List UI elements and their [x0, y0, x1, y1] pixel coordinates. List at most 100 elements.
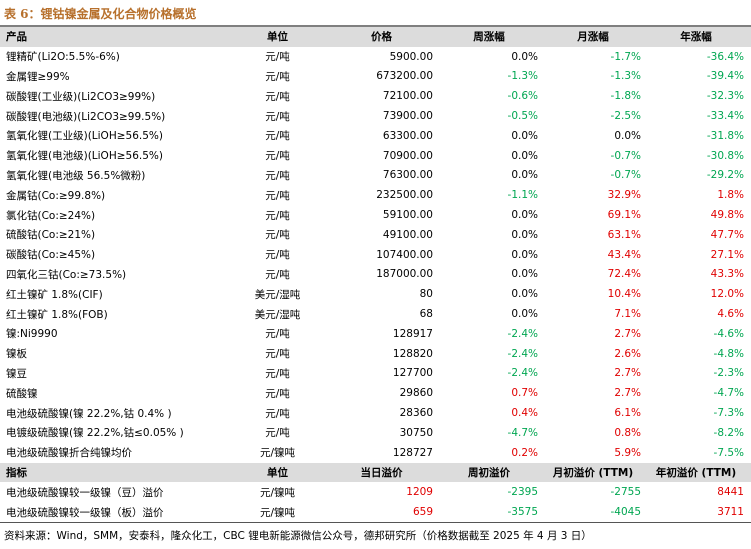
cell: 电池级硫酸镍较一级镍（板）溢价	[6, 506, 164, 519]
cell: 10.4%	[607, 288, 641, 301]
data-row: 氯化钴(Co:≥24%) 元/吨 59100.00 0.0% 69.1% 49.8%	[0, 205, 751, 225]
cell: 元/吨	[265, 150, 290, 163]
cell: 0.0%	[511, 149, 538, 162]
data-row: 碳酸锂(工业级)(Li2CO3≥99%) 元/吨 72100.00 -0.6% -1.8…	[0, 86, 751, 106]
cell: -30.8%	[706, 149, 744, 162]
cell: 碳酸锂(电池级)(Li2CO3≥99.5%)	[6, 110, 166, 123]
cell: 元/吨	[265, 169, 290, 182]
cell: -4.6%	[713, 327, 744, 340]
cell: -3575	[507, 506, 538, 519]
cell: 27.1%	[710, 248, 744, 261]
cell: 元/吨	[265, 70, 290, 83]
data-row: 氢氧化锂(电池级)(LiOH≥56.5%) 元/吨 70900.00 0.0% -0.7…	[0, 146, 751, 166]
cell: 元/吨	[265, 348, 290, 361]
cell: 49.8%	[710, 209, 744, 222]
cell: 电镀级硫酸镍(镍 22.2%,钴≤0.05% )	[6, 427, 184, 440]
cell: -7.5%	[713, 446, 744, 459]
cell: 0.0%	[511, 169, 538, 182]
cell: 128917	[392, 327, 433, 340]
data-row: 硫酸钴(Co:≥21%) 元/吨 49100.00 0.0% 63.1% 47.7%	[0, 225, 751, 245]
header-cell: 月涨幅	[577, 31, 609, 44]
cell: 128727	[392, 446, 433, 459]
cell: 元/吨	[265, 249, 290, 262]
cell: 2.7%	[614, 367, 641, 380]
cell: 0.4%	[511, 407, 538, 420]
header-cell: 周涨幅	[473, 31, 505, 44]
cell: 0.0%	[614, 129, 641, 142]
cell: 73900.00	[382, 110, 433, 123]
cell: 673200.00	[376, 70, 433, 83]
cell: 元/吨	[265, 51, 290, 64]
data-row: 氢氧化锂(工业级)(LiOH≥56.5%) 元/吨 63300.00 0.0% 0.0%…	[0, 126, 751, 146]
cell: 碳酸钴(Co:≥45%)	[6, 249, 96, 262]
cell: 232500.00	[376, 189, 433, 202]
header-cell: 单位	[267, 466, 288, 479]
cell: 硫酸钴(Co:≥21%)	[6, 229, 96, 242]
cell: 5900.00	[389, 50, 433, 63]
cell: 4.6%	[717, 308, 744, 321]
data-row: 电池级硫酸镍较一级镍（板）溢价 元/镍吨 659 -3575 -4045 3711	[0, 502, 751, 522]
cell: 7.1%	[614, 308, 641, 321]
cell: -1.3%	[610, 70, 641, 83]
cell: 32.9%	[607, 189, 641, 202]
header-row: 产品 单位 价格 周涨幅 月涨幅 年涨幅	[0, 27, 751, 47]
header-cell: 产品	[6, 31, 27, 44]
cell: 0.0%	[511, 129, 538, 142]
cell: -2.4%	[507, 327, 538, 340]
cell: 47.7%	[710, 228, 744, 241]
cell: 68	[419, 308, 433, 321]
cell: -33.4%	[706, 110, 744, 123]
cell: 元/吨	[265, 209, 290, 222]
cell: 镍:Ni9990	[6, 328, 58, 341]
data-row: 镍豆 元/吨 127700 -2.4% 2.7% -2.3%	[0, 364, 751, 384]
header-cell: 年初溢价 (TTM)	[655, 466, 737, 479]
cell: 0.7%	[511, 387, 538, 400]
cell: 43.4%	[607, 248, 641, 261]
data-row: 碳酸钴(Co:≥45%) 元/吨 107400.00 0.0% 43.4% 27.1%	[0, 245, 751, 265]
cell: 187000.00	[376, 268, 433, 281]
cell: -7.3%	[713, 407, 744, 420]
cell: -1.1%	[507, 189, 538, 202]
cell: 氢氧化锂(工业级)(LiOH≥56.5%)	[6, 130, 163, 143]
cell: 1.8%	[717, 189, 744, 202]
header-row: 指标 单位 当日溢价 周初溢价 月初溢价 (TTM) 年初溢价 (TTM)	[0, 462, 751, 483]
cell: 电池级硫酸镍(镍 22.2%,钴 0.4% )	[6, 407, 172, 420]
cell: 氯化钴(Co:≥24%)	[6, 209, 96, 222]
data-row: 电镀级硫酸镍(镍 22.2%,钴≤0.05% ) 元/吨 30750 -4.7% 0.8…	[0, 423, 751, 443]
cell: 元/吨	[265, 328, 290, 341]
source-note: 资料来源：Wind，SMM，安泰科，隆众化工，CBC 锂电新能源微信公众号，德邦…	[4, 530, 592, 542]
cell: -2.5%	[610, 110, 641, 123]
cell: 元/镍吨	[259, 486, 296, 499]
cell: 2.7%	[614, 387, 641, 400]
cell: 0.0%	[511, 50, 538, 63]
data-row: 四氧化三钴(Co:≥73.5%) 元/吨 187000.00 0.0% 72.4% 43.…	[0, 265, 751, 285]
header-cell: 当日溢价	[360, 466, 403, 479]
cell: 元/吨	[265, 407, 290, 420]
cell: -31.8%	[706, 129, 744, 142]
cell: 元/吨	[265, 387, 290, 400]
cell: -2755	[610, 486, 641, 499]
cell: 元/吨	[265, 90, 290, 103]
cell: 0.0%	[511, 268, 538, 281]
cell: 元/吨	[265, 110, 290, 123]
cell: -0.6%	[507, 90, 538, 103]
cell: 元/吨	[265, 130, 290, 143]
cell: 80	[419, 288, 433, 301]
cell: 43.3%	[710, 268, 744, 281]
cell: -39.4%	[706, 70, 744, 83]
cell: 碳酸锂(工业级)(Li2CO3≥99%)	[6, 90, 156, 103]
cell: 0.2%	[511, 446, 538, 459]
data-row: 电池级硫酸镍折合纯镍均价 元/镍吨 128727 0.2% 5.9% -7.5%	[0, 443, 751, 463]
cell: 元/吨	[265, 229, 290, 242]
cell: -0.5%	[507, 110, 538, 123]
header-cell: 指标	[6, 466, 27, 479]
cell: -2.4%	[507, 347, 538, 360]
cell: 镍板	[6, 348, 27, 361]
cell: 0.0%	[511, 228, 538, 241]
data-row: 碳酸锂(电池级)(Li2CO3≥99.5%) 元/吨 73900.00 -0.5% -2…	[0, 106, 751, 126]
cell: 76300.00	[382, 169, 433, 182]
data-row: 硫酸镍 元/吨 29860 0.7% 2.7% -4.7%	[0, 383, 751, 403]
cell: 127700	[392, 367, 433, 380]
header-cell: 年涨幅	[680, 31, 712, 44]
